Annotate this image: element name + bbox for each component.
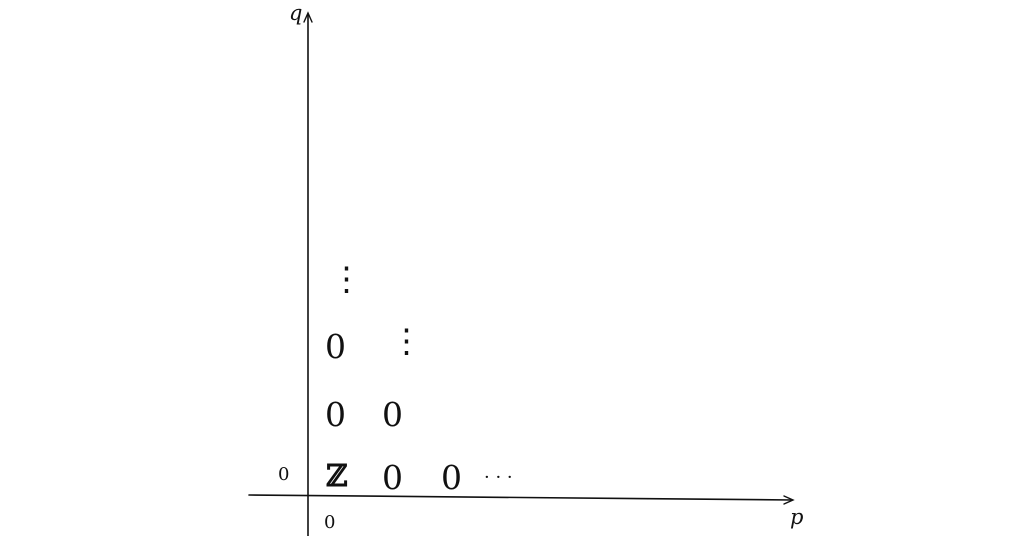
row-index-label: 0 [278, 464, 289, 485]
q-axis [303, 11, 313, 536]
continuation-up-col0: ⋮ [330, 259, 363, 298]
below-axis-value: 0 [324, 512, 335, 533]
continuation-up-col1: ⋮ [390, 321, 423, 360]
continuation-right: · · · [484, 467, 513, 488]
p-axis [248, 494, 795, 505]
y-axis-label: q [289, 1, 302, 25]
cell-p2-q0: 0 [441, 458, 462, 497]
cell-p0-q1: 0 [325, 395, 346, 434]
cell-p1-q1: 0 [382, 395, 403, 434]
cell-p1-q0: 0 [382, 458, 403, 497]
cell-p0-q0: ℤ [326, 459, 348, 494]
cell-p0-q2: 0 [325, 327, 346, 366]
x-axis-label: p [790, 505, 803, 529]
